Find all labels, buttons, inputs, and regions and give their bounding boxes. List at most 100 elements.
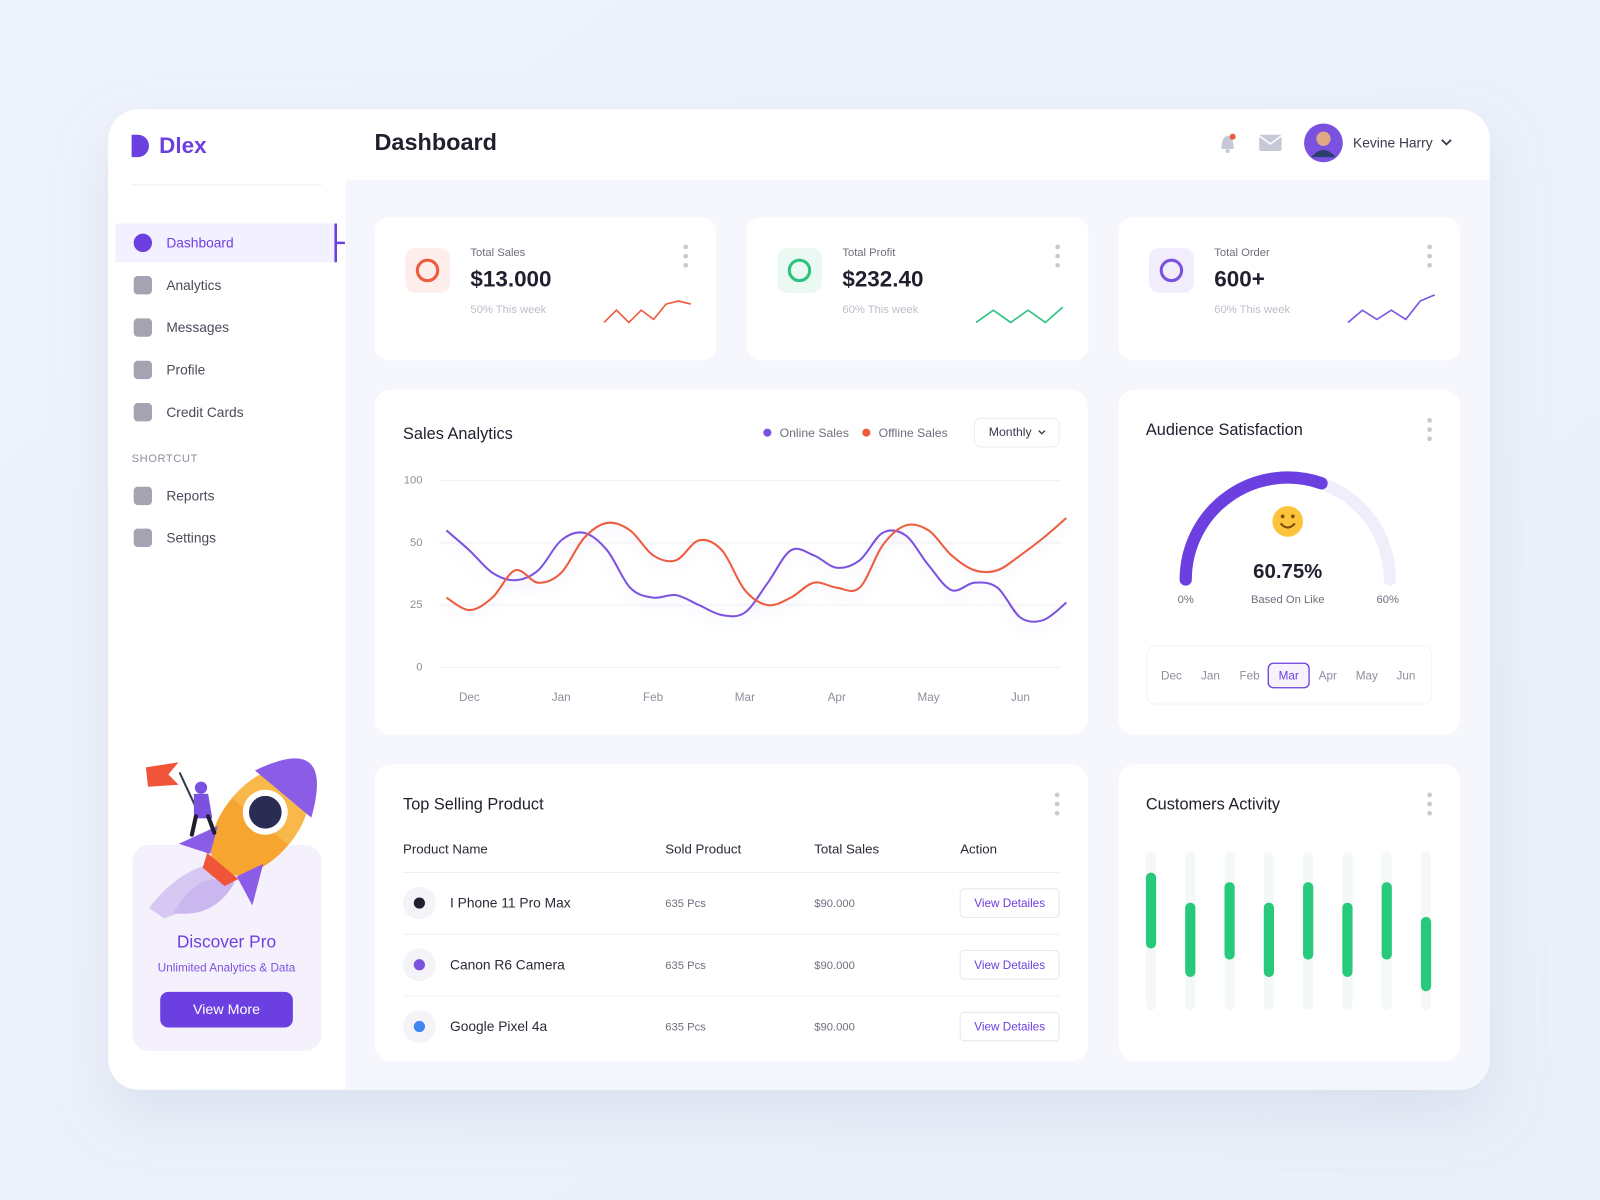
card-value: $232.40 [842, 267, 923, 292]
view-details-button[interactable]: View Detailes [959, 950, 1060, 980]
legend-swatch [763, 428, 772, 437]
nav-label: Profile [166, 363, 205, 378]
more-menu[interactable] [1054, 792, 1060, 816]
activity-bar [1342, 902, 1353, 977]
stat-card [1118, 217, 1461, 361]
customers-panel [1118, 764, 1461, 1062]
logo-icon [131, 134, 149, 158]
month-option[interactable]: Mar [1267, 662, 1310, 689]
y-tick-label: 50 [410, 537, 422, 549]
menu-dot [1427, 801, 1432, 807]
menu-dot [1427, 427, 1432, 432]
nav-icon [133, 403, 153, 422]
nav-label: Messages [166, 320, 229, 335]
card-icon [1159, 258, 1184, 283]
card-label: Total Sales [470, 247, 525, 259]
nav-item[interactable]: Messages [133, 318, 230, 337]
activity-bar [1224, 882, 1235, 960]
column-header: Product Name [403, 842, 488, 857]
table-cell: 635 Pcs [665, 898, 706, 910]
user-menu[interactable]: Kevine Harry [1304, 123, 1452, 163]
nav-item[interactable]: Analytics [133, 276, 222, 295]
month-label: Apr [1319, 670, 1337, 683]
nav-label: Dashboard [166, 236, 233, 251]
product-name: Canon R6 Camera [450, 957, 565, 972]
month-option[interactable]: Apr [1319, 670, 1337, 683]
brand: Dlex [159, 133, 207, 158]
menu-dot [1055, 253, 1060, 259]
nav-item[interactable]: Reports [133, 486, 215, 506]
card-icon [415, 258, 440, 283]
product-icon [413, 959, 425, 971]
gauge-value-label: 60.75% [1253, 561, 1322, 583]
nav-icon [133, 528, 153, 547]
button-label: View Detailes [974, 959, 1045, 972]
card-label: Total Order [1214, 247, 1270, 259]
card-label: Total Profit [842, 247, 896, 259]
x-tick-label: Feb [643, 691, 664, 704]
filter-dropdown[interactable]: Monthly [973, 417, 1060, 448]
page-title: Dashboard [374, 129, 497, 155]
x-tick-label: Dec [459, 691, 480, 704]
column-header: Total Sales [814, 842, 879, 857]
product-icon [413, 1020, 425, 1033]
month-label: May [1356, 670, 1378, 683]
button-box [959, 950, 1060, 980]
more-menu[interactable] [1055, 244, 1060, 268]
activity-bar [1303, 882, 1314, 960]
product-name: Google Pixel 4a [450, 1019, 548, 1034]
month-option[interactable]: May [1356, 670, 1378, 683]
more-menu[interactable] [1427, 244, 1432, 268]
month-label: Mar [1279, 670, 1299, 683]
more-menu[interactable] [683, 244, 689, 268]
nav-label: Credit Cards [166, 405, 243, 420]
month-option[interactable]: Feb [1239, 670, 1260, 683]
more-menu[interactable] [1427, 418, 1432, 442]
table-cell: $90.000 [814, 898, 855, 910]
stat-card [374, 217, 717, 361]
user-name: Kevine Harry [1353, 136, 1433, 151]
menu-dot [1055, 244, 1060, 250]
view-details-button[interactable]: View Detailes [959, 1011, 1060, 1042]
month-option[interactable]: Dec [1161, 670, 1182, 683]
table-title: Top Selling Product [403, 795, 544, 813]
nav-item[interactable]: Dashboard [115, 223, 345, 263]
dropdown-label: Monthly [989, 425, 1033, 439]
chart-title: Audience Satisfaction [1146, 421, 1303, 439]
menu-dot [1427, 436, 1432, 442]
table-cell: $90.000 [814, 1022, 855, 1034]
product-name: I Phone 11 Pro Max [450, 896, 571, 911]
legend-item[interactable]: Online Sales [763, 426, 849, 440]
nav-indicator [334, 223, 345, 263]
view-more-button[interactable]: View More [160, 991, 293, 1028]
table-cell: 635 Pcs [665, 960, 706, 972]
mail-button[interactable] [1258, 134, 1283, 152]
y-tick-label: 25 [410, 599, 422, 611]
nav-item[interactable]: Credit Cards [133, 403, 244, 422]
column-header: Action [960, 842, 997, 857]
nav-item[interactable]: Profile [133, 360, 206, 380]
legend-label: Online Sales [780, 426, 849, 440]
more-menu[interactable] [1427, 792, 1432, 816]
gauge-value [1179, 471, 1328, 586]
sparkline [1347, 294, 1436, 324]
nav-item[interactable]: Settings [133, 528, 217, 547]
month-label: Feb [1239, 670, 1260, 683]
month-option[interactable]: Jun [1396, 670, 1415, 683]
y-tick-label: 0 [416, 661, 422, 673]
legend-item[interactable]: Offline Sales [862, 426, 948, 440]
chart-title: Customers Activity [1146, 795, 1281, 813]
activity-bar [1381, 882, 1392, 960]
activity-bar [1420, 916, 1432, 992]
button-label: View Detailes [974, 897, 1045, 910]
sparkline [603, 300, 692, 324]
activity-bar [1263, 902, 1274, 977]
notification-button[interactable] [1221, 133, 1236, 154]
menu-dot [683, 262, 689, 268]
nav-icon [133, 276, 153, 295]
products-panel [374, 764, 1088, 1062]
product-icon [413, 897, 425, 909]
card-value: $13.000 [470, 267, 551, 292]
month-option[interactable]: Jan [1201, 670, 1220, 683]
view-details-button[interactable]: View Detailes [959, 888, 1060, 918]
